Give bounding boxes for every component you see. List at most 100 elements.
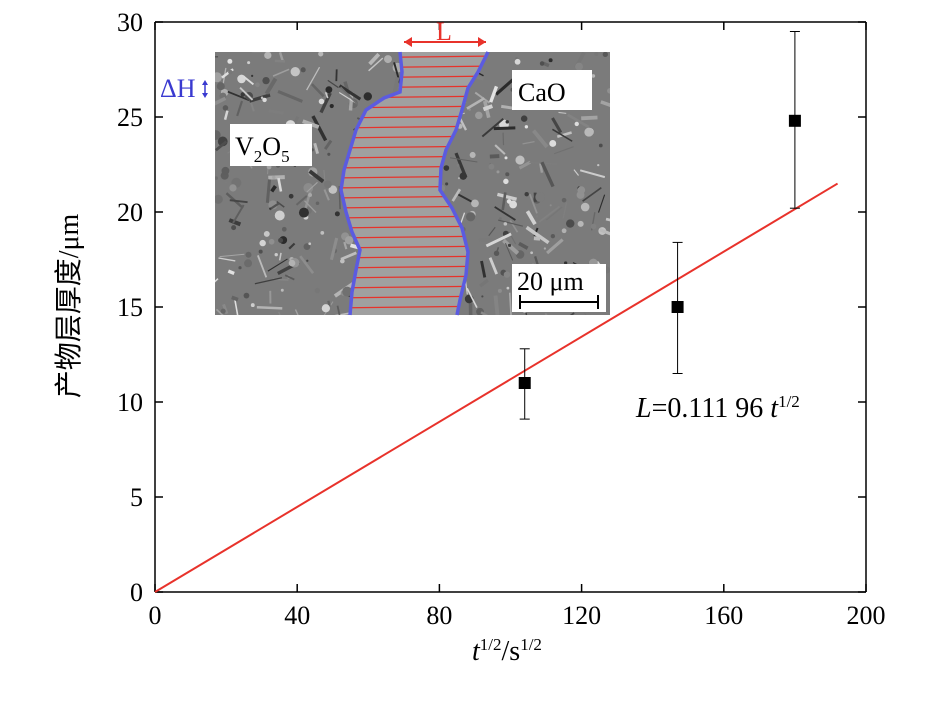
texture-grain bbox=[225, 181, 228, 184]
texture-grain bbox=[479, 278, 489, 288]
texture-grain bbox=[268, 200, 278, 210]
fit-line bbox=[154, 182, 839, 593]
texture-grain bbox=[600, 100, 610, 107]
texture-grain bbox=[339, 86, 359, 106]
texture-grain bbox=[599, 228, 610, 236]
y-tick-label: 20 bbox=[117, 198, 143, 227]
texture-grain bbox=[563, 261, 568, 265]
texture-grain bbox=[383, 55, 392, 64]
texture-grain bbox=[505, 120, 509, 124]
y-tick-label: 25 bbox=[117, 103, 143, 132]
texture-grain bbox=[553, 146, 574, 155]
texture-grain bbox=[319, 92, 332, 114]
texture-grain bbox=[222, 303, 229, 315]
texture-grain bbox=[449, 157, 478, 163]
texture-grain bbox=[223, 110, 229, 120]
texture-grain bbox=[567, 113, 590, 129]
left-phase-boundary bbox=[339, 51, 404, 316]
texture-grain bbox=[524, 192, 529, 197]
texture-grain bbox=[324, 92, 329, 99]
texture-grain bbox=[561, 228, 567, 234]
texture-grain bbox=[269, 207, 272, 210]
texture-grain bbox=[303, 183, 314, 193]
texture-grain bbox=[234, 298, 239, 315]
texture-grain bbox=[278, 252, 282, 261]
texture-grain bbox=[457, 193, 473, 203]
texture-grain bbox=[514, 58, 521, 65]
texture-grain bbox=[232, 204, 245, 224]
y-tick-label: 30 bbox=[117, 8, 143, 37]
texture-grain bbox=[320, 231, 325, 235]
texture-grain bbox=[306, 181, 318, 193]
texture-grain bbox=[368, 57, 384, 72]
texture-grain bbox=[344, 236, 354, 245]
fit-equation: L=0.111 96 t1/2 bbox=[635, 392, 800, 424]
texture-grain bbox=[314, 287, 320, 294]
texture-grain bbox=[546, 238, 564, 255]
texture-grain bbox=[594, 52, 599, 57]
texture-grain bbox=[328, 185, 338, 194]
texture-grain bbox=[313, 142, 320, 155]
texture-grain bbox=[227, 58, 233, 64]
texture-grain bbox=[485, 232, 512, 248]
texture-grain bbox=[338, 92, 356, 104]
texture-grain bbox=[268, 175, 285, 180]
inset-micrograph: L ΔH V2O5 CaO 20 μm bbox=[160, 17, 610, 316]
texture-grain bbox=[306, 259, 309, 262]
texture-grain bbox=[489, 85, 499, 103]
scale-bar bbox=[519, 295, 599, 309]
texture-grain bbox=[445, 182, 449, 186]
texture-grain bbox=[244, 259, 253, 268]
texture-grain bbox=[505, 172, 510, 177]
texture-grain bbox=[466, 97, 486, 110]
texture-grain bbox=[239, 87, 254, 101]
texture-grain bbox=[294, 309, 299, 315]
texture-grain bbox=[329, 103, 334, 109]
data-points bbox=[518, 31, 801, 420]
y-axis-ticks: 0 5 10 15 20 25 30 bbox=[117, 8, 866, 607]
x-axis-title: t1/2/s1/2 bbox=[472, 635, 542, 667]
texture-grain bbox=[580, 202, 590, 212]
texture-grain bbox=[321, 304, 331, 313]
texture-grain bbox=[535, 215, 539, 218]
texture-grain bbox=[494, 144, 506, 155]
texture-grain bbox=[501, 192, 507, 211]
texture-grain bbox=[268, 109, 284, 115]
texture-grain bbox=[220, 308, 226, 314]
texture-grain bbox=[227, 269, 235, 276]
texture-grain bbox=[327, 300, 331, 308]
texture-grain bbox=[474, 91, 491, 104]
texture-grain bbox=[329, 237, 339, 261]
texture-grain bbox=[488, 163, 495, 170]
texture-grain bbox=[340, 258, 345, 264]
texture-grain bbox=[561, 197, 567, 203]
texture-grain bbox=[323, 189, 330, 201]
texture-grain bbox=[577, 220, 584, 227]
texture-grain bbox=[518, 160, 532, 170]
texture-grain bbox=[488, 257, 498, 275]
texture-grain bbox=[221, 166, 230, 175]
x-tick-label: 200 bbox=[847, 601, 886, 630]
texture-grain bbox=[530, 251, 534, 255]
v2o5-label: V2O5 bbox=[235, 132, 290, 166]
y-tick-label: 15 bbox=[117, 293, 143, 322]
texture-grain bbox=[507, 243, 512, 247]
texture-grain bbox=[215, 194, 223, 204]
texture-grain bbox=[308, 242, 312, 246]
texture-grain bbox=[548, 58, 553, 63]
texture-grain bbox=[605, 217, 610, 222]
texture-grain bbox=[525, 225, 550, 245]
texture-grain bbox=[480, 260, 487, 278]
texture-grain bbox=[363, 92, 372, 101]
texture-grain bbox=[368, 52, 381, 66]
texture-grain bbox=[270, 185, 277, 193]
texture-grain bbox=[218, 257, 236, 262]
cao-label: CaO bbox=[518, 78, 566, 107]
texture-grain bbox=[480, 311, 488, 315]
texture-grain bbox=[303, 243, 311, 250]
y-axis-title: 产物层厚度/μm bbox=[53, 213, 85, 398]
texture-grain bbox=[532, 129, 549, 149]
scale-bar-box bbox=[512, 264, 606, 312]
texture-grain bbox=[543, 247, 547, 250]
texture-grain bbox=[556, 131, 572, 138]
